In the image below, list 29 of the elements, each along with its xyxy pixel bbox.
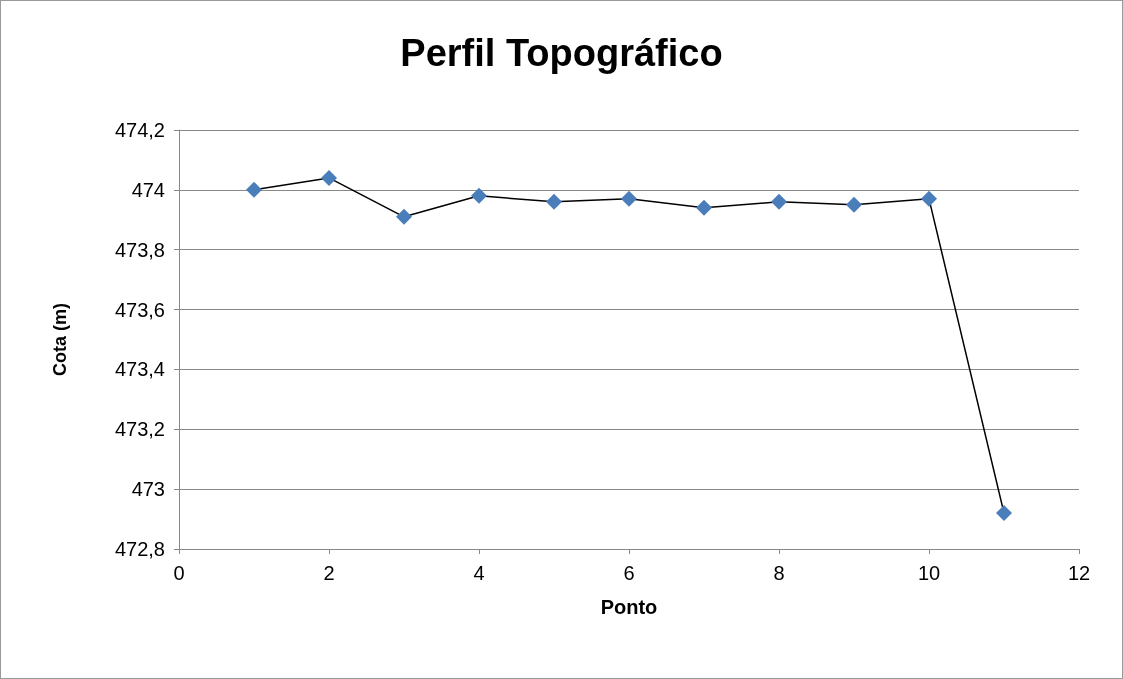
point	[471, 187, 487, 204]
point	[846, 196, 862, 213]
y-tick-label: 473,6	[114, 298, 165, 321]
x-tick-label: 12	[1067, 562, 1091, 584]
point	[996, 505, 1012, 522]
y-tick-label: 474,2	[114, 119, 165, 141]
y-tick-label: 473	[131, 478, 165, 501]
point	[321, 169, 337, 186]
point	[246, 181, 262, 198]
y-axis-title: Cota (m)	[50, 303, 70, 376]
point	[546, 193, 562, 210]
point	[771, 193, 787, 210]
y-tick-label: 473,8	[114, 238, 165, 261]
point	[921, 190, 937, 207]
chart-title: Perfil Topográfico	[400, 32, 723, 74]
y-tick-label: 472,8	[114, 538, 165, 560]
y-tick-label: 474	[131, 178, 165, 201]
x-tick-label: 6	[623, 562, 635, 584]
x-tick-label: 2	[323, 562, 335, 584]
y-tick-label: 473,4	[114, 358, 165, 381]
x-tick-label: 8	[773, 562, 785, 584]
y-tick-label: 473,2	[114, 418, 165, 441]
x-tick-label: 10	[917, 562, 941, 584]
x-tick-label: 0	[173, 562, 185, 584]
x-axis-title: Ponto	[600, 596, 658, 618]
point	[621, 190, 637, 207]
point	[696, 199, 712, 216]
point	[396, 208, 412, 225]
x-tick-label: 4	[473, 562, 485, 584]
